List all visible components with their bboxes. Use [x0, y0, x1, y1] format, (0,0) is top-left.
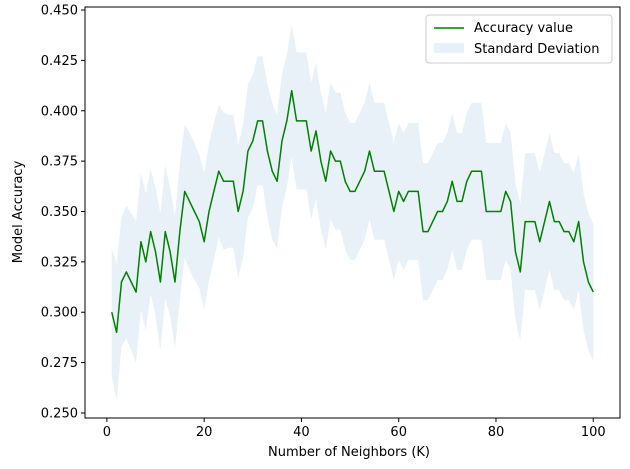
y-tick-label: 0.325 [41, 255, 78, 270]
accuracy-line-layer [111, 89, 594, 334]
x-tick-label: 100 [581, 425, 606, 440]
x-tick-label: 40 [293, 425, 310, 440]
plot-frame [84, 6, 621, 419]
y-tick-label: 0.250 [41, 406, 78, 421]
y-axis-label: Model Accuracy [11, 160, 26, 263]
y-tick-label: 0.350 [41, 205, 78, 220]
y-axis-ticks: 0.250 0.275 0.300 0.325 0.350 0.375 0.400 0.425… [41, 4, 85, 421]
y-tick-label: 0.275 [41, 356, 78, 371]
x-axis-ticks: 0 20 40 60 80 100 [103, 418, 606, 440]
y-tick-label: 0.425 [41, 54, 78, 69]
legend-swatch-std [434, 43, 464, 53]
x-tick-label: 60 [390, 425, 407, 440]
std-deviation-band [111, 24, 594, 401]
y-tick-label: 0.375 [41, 155, 78, 170]
std-band-layer [111, 24, 594, 401]
x-axis-label: Number of Neighbors (K) [268, 445, 430, 460]
legend: Accuracy value Standard Deviation [425, 14, 613, 64]
legend-box [425, 14, 613, 64]
legend-label-std: Standard Deviation [474, 42, 599, 57]
y-tick-label: 0.300 [41, 306, 78, 321]
x-tick-label: 80 [488, 425, 505, 440]
x-tick-label: 20 [196, 425, 213, 440]
accuracy-line [111, 89, 594, 334]
legend-label-accuracy: Accuracy value [474, 21, 573, 36]
x-tick-label: 0 [103, 425, 111, 440]
y-tick-label: 0.400 [41, 104, 78, 119]
y-tick-label: 0.450 [41, 4, 78, 19]
